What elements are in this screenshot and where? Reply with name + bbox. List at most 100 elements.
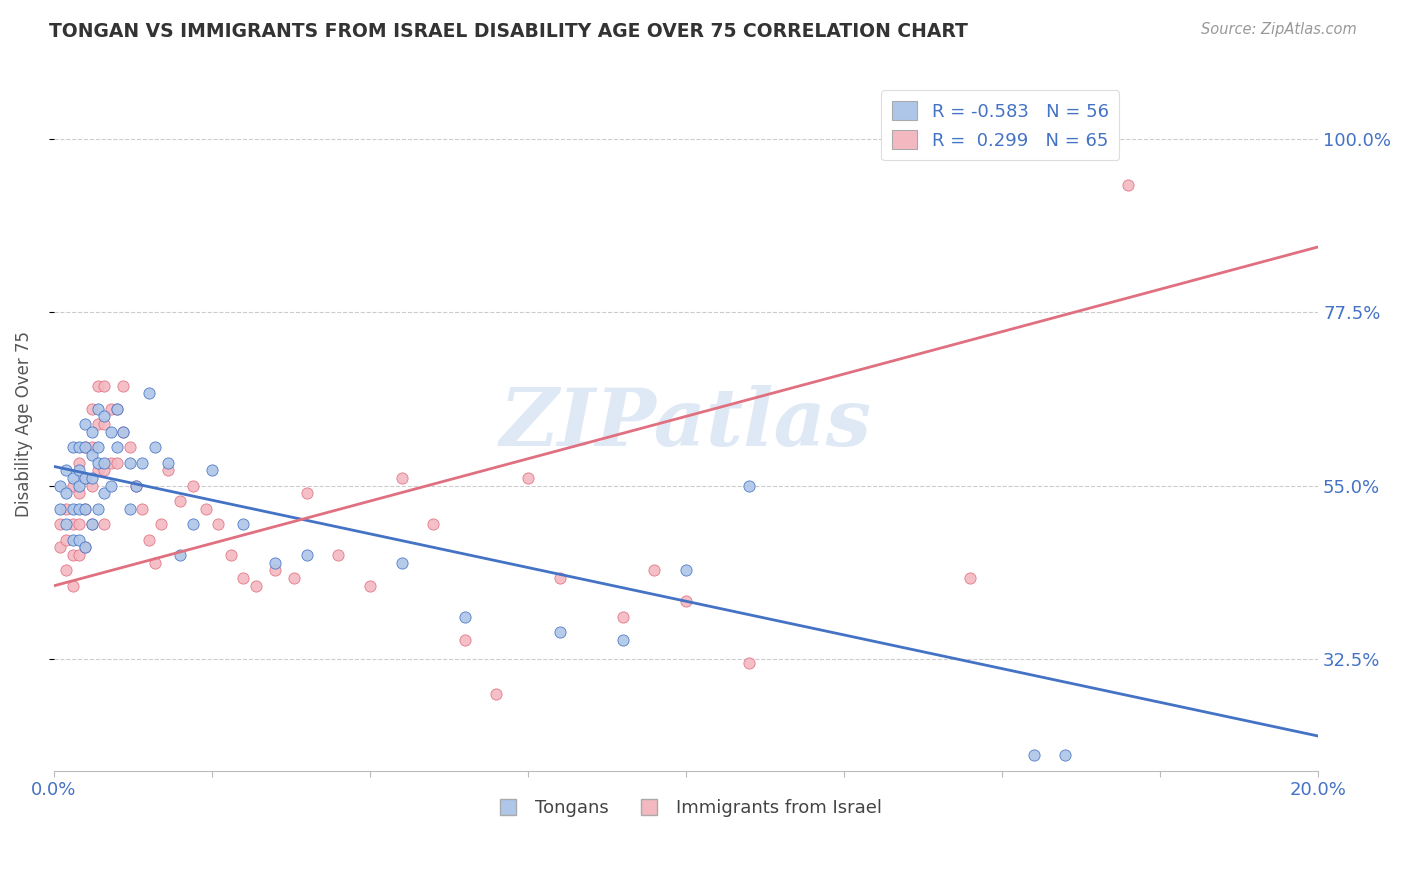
Point	[75, 541, 97, 555]
Point	[548, 571, 571, 585]
Point	[150, 517, 173, 532]
Point	[67, 533, 90, 547]
Point	[295, 548, 318, 562]
Point	[62, 579, 84, 593]
Point	[125, 478, 148, 492]
Point	[232, 571, 254, 585]
Point	[75, 471, 97, 485]
Point	[75, 541, 97, 555]
Point	[112, 378, 135, 392]
Point	[55, 463, 77, 477]
Point	[125, 478, 148, 492]
Point	[112, 425, 135, 439]
Point	[391, 471, 413, 485]
Point	[80, 478, 103, 492]
Text: Source: ZipAtlas.com: Source: ZipAtlas.com	[1201, 22, 1357, 37]
Point	[959, 571, 981, 585]
Point	[55, 563, 77, 577]
Point	[143, 440, 166, 454]
Point	[62, 471, 84, 485]
Text: TONGAN VS IMMIGRANTS FROM ISRAEL DISABILITY AGE OVER 75 CORRELATION CHART: TONGAN VS IMMIGRANTS FROM ISRAEL DISABIL…	[49, 22, 969, 41]
Point	[67, 478, 90, 492]
Point	[207, 517, 229, 532]
Point	[49, 517, 72, 532]
Point	[93, 378, 115, 392]
Point	[105, 401, 128, 416]
Point	[80, 425, 103, 439]
Point	[87, 378, 110, 392]
Point	[75, 417, 97, 431]
Point	[118, 440, 141, 454]
Point	[675, 563, 697, 577]
Point	[283, 571, 305, 585]
Point	[80, 471, 103, 485]
Point	[391, 556, 413, 570]
Point	[87, 440, 110, 454]
Point	[67, 440, 90, 454]
Point	[131, 501, 153, 516]
Point	[328, 548, 350, 562]
Point	[93, 486, 115, 500]
Point	[245, 579, 267, 593]
Point	[643, 563, 665, 577]
Point	[80, 448, 103, 462]
Point	[67, 486, 90, 500]
Point	[422, 517, 444, 532]
Point	[1054, 748, 1077, 763]
Point	[100, 456, 122, 470]
Point	[485, 687, 508, 701]
Point	[738, 656, 761, 670]
Text: ZIPatlas: ZIPatlas	[501, 385, 872, 463]
Point	[49, 501, 72, 516]
Point	[55, 486, 77, 500]
Point	[62, 478, 84, 492]
Point	[156, 456, 179, 470]
Point	[93, 417, 115, 431]
Point	[295, 486, 318, 500]
Point	[80, 401, 103, 416]
Point	[49, 478, 72, 492]
Point	[55, 501, 77, 516]
Point	[118, 456, 141, 470]
Point	[55, 533, 77, 547]
Point	[181, 517, 204, 532]
Legend: Tongans, Immigrants from Israel: Tongans, Immigrants from Israel	[482, 791, 889, 824]
Point	[67, 548, 90, 562]
Point	[80, 517, 103, 532]
Point	[62, 501, 84, 516]
Point	[80, 440, 103, 454]
Point	[62, 517, 84, 532]
Point	[87, 401, 110, 416]
Point	[143, 556, 166, 570]
Point	[93, 463, 115, 477]
Point	[219, 548, 242, 562]
Point	[131, 456, 153, 470]
Point	[232, 517, 254, 532]
Point	[194, 501, 217, 516]
Point	[516, 471, 538, 485]
Point	[112, 425, 135, 439]
Point	[612, 609, 634, 624]
Point	[93, 456, 115, 470]
Point	[454, 609, 477, 624]
Point	[156, 463, 179, 477]
Point	[100, 478, 122, 492]
Point	[49, 541, 72, 555]
Point	[201, 463, 224, 477]
Point	[359, 579, 381, 593]
Point	[67, 463, 90, 477]
Point	[80, 517, 103, 532]
Point	[75, 501, 97, 516]
Point	[62, 548, 84, 562]
Point	[67, 501, 90, 516]
Point	[675, 594, 697, 608]
Point	[169, 548, 191, 562]
Point	[100, 425, 122, 439]
Point	[548, 625, 571, 640]
Point	[118, 501, 141, 516]
Point	[93, 409, 115, 424]
Point	[169, 494, 191, 508]
Point	[105, 456, 128, 470]
Point	[75, 471, 97, 485]
Point	[75, 440, 97, 454]
